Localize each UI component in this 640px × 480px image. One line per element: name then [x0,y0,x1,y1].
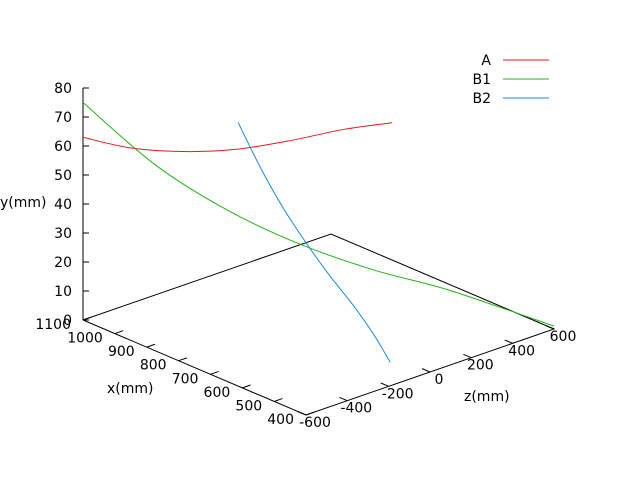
z-tick [339,396,348,402]
y-tick-label: 0 [63,313,72,329]
x-tick-label: 500 [235,398,262,414]
ticks-group: 0102030405060708011001000900800700600500… [35,81,576,431]
x-tick [114,330,124,335]
z-tick-label: 200 [467,358,494,374]
z-tick [380,382,389,387]
z-tick [421,368,431,373]
x-tick [242,384,251,389]
z-tick-label: 600 [550,329,577,345]
x-tick-label: 900 [108,344,135,360]
z-tick-label: -200 [382,386,414,402]
x-tick-label: 1100 [35,317,71,333]
x-tick-label: 600 [204,385,231,401]
series-line-a [82,122,393,153]
y-axis-label: y(mm) [0,195,46,211]
x-tick-label: 800 [140,358,167,374]
x-tick [273,398,283,402]
z-tick [463,353,472,359]
z-tick-label: -400 [340,401,372,417]
y-tick-label: 40 [54,197,72,213]
x-tick-label: 400 [267,412,294,428]
x-tick [210,370,219,375]
z-tick-label: -600 [299,415,331,431]
x-tick [146,343,156,348]
y-tick-label: 50 [54,168,72,184]
x-tick-label: 1000 [67,331,103,347]
legend: A B1 B2 [472,53,549,107]
legend-label-a: A [481,53,491,69]
z-tick [297,411,307,416]
y-tick-label: 30 [54,226,72,242]
z-axis-label: z(mm) [464,389,510,405]
x-tick [305,411,315,416]
y-tick-label: 80 [54,81,72,97]
z-tick [545,325,555,330]
z-tick-label: 0 [435,372,444,388]
series-group [82,102,555,363]
legend-label-b2: B2 [472,91,491,107]
x-axis-label: x(mm) [107,381,153,397]
series-line-b2 [237,122,391,363]
y-tick-label: 20 [54,255,72,271]
z-tick [504,339,513,344]
series-line-b1 [82,102,555,327]
y-tick-label: 70 [54,110,72,126]
legend-label-b1: B1 [472,72,491,88]
y-tick-label: 60 [54,139,72,155]
x-tick [178,357,188,362]
x-tick-label: 700 [172,371,199,387]
y-tick-label: 10 [54,284,72,300]
x-tick [82,316,92,321]
z-tick-label: 400 [508,343,535,359]
